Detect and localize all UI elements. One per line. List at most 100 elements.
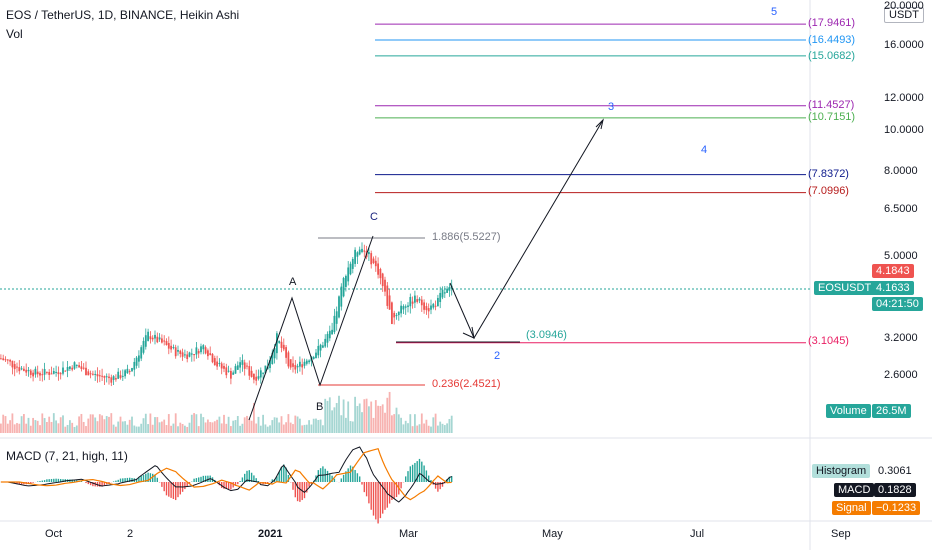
macd-tag-value: 0.1828 bbox=[874, 483, 916, 497]
volume-bar bbox=[234, 420, 237, 433]
volume-bar bbox=[156, 417, 159, 433]
candle-body bbox=[227, 370, 230, 372]
candle-body bbox=[253, 373, 255, 380]
candle-body bbox=[326, 333, 329, 343]
volume-bar bbox=[27, 417, 30, 433]
candle-body bbox=[315, 352, 317, 359]
volume-bar bbox=[257, 416, 260, 433]
candle-body bbox=[48, 371, 51, 375]
candle-body bbox=[220, 363, 223, 369]
volume-bar bbox=[312, 418, 315, 433]
volume-bar bbox=[441, 423, 444, 433]
candle-body bbox=[105, 376, 108, 378]
volume-bar bbox=[416, 425, 419, 433]
volume-bar bbox=[446, 423, 448, 433]
candle-body bbox=[377, 263, 379, 275]
volume-bar bbox=[59, 417, 62, 433]
volume-bar bbox=[202, 417, 205, 433]
candle-body bbox=[32, 372, 34, 377]
volume-bar bbox=[161, 421, 163, 433]
volume-bar bbox=[43, 418, 46, 433]
candle-body bbox=[135, 357, 138, 366]
volume-bar bbox=[158, 422, 161, 433]
candle-body bbox=[418, 298, 421, 301]
volume-bar bbox=[46, 421, 48, 433]
volume-bar bbox=[147, 424, 149, 433]
candle-body bbox=[197, 350, 200, 354]
volume-bar bbox=[361, 412, 363, 433]
macd-tag-label: MACD bbox=[834, 483, 875, 497]
candle-body bbox=[6, 359, 9, 361]
volume-bar bbox=[432, 417, 435, 433]
volume-bar bbox=[188, 422, 191, 433]
volume-bar bbox=[333, 407, 336, 433]
volume-bar bbox=[209, 422, 212, 433]
candle-body bbox=[34, 368, 37, 375]
volume-bar bbox=[96, 421, 99, 433]
candle-body bbox=[62, 367, 64, 374]
candle-body bbox=[117, 371, 120, 379]
candle-body bbox=[89, 373, 92, 375]
volume-bar bbox=[264, 424, 267, 433]
volume-bar bbox=[259, 425, 262, 433]
volume-bar bbox=[2, 414, 5, 433]
candle-body bbox=[73, 362, 76, 369]
candle-body bbox=[381, 273, 384, 287]
volume-bar bbox=[39, 425, 41, 433]
volume-bar bbox=[248, 418, 251, 433]
candle-body bbox=[209, 353, 212, 355]
candle-body bbox=[174, 347, 177, 357]
price-tick: 16.0000 bbox=[884, 39, 924, 51]
volume-bar bbox=[133, 425, 136, 433]
candle-body bbox=[232, 372, 235, 375]
candle-body bbox=[190, 353, 193, 355]
volume-bar bbox=[418, 424, 421, 433]
signal-line bbox=[0, 447, 452, 501]
volume-bar bbox=[407, 423, 409, 433]
histogram-tag-value: 0.3061 bbox=[874, 464, 916, 478]
volume-bar bbox=[342, 399, 345, 433]
candle-body bbox=[402, 306, 405, 310]
volume-bar bbox=[365, 398, 368, 433]
volume-bar bbox=[349, 421, 352, 433]
candle-body bbox=[342, 278, 345, 297]
volume-bar bbox=[289, 422, 292, 433]
wave-label-3: 3 bbox=[608, 101, 615, 113]
candle-body bbox=[368, 252, 370, 255]
candle-body bbox=[16, 366, 18, 368]
currency-button[interactable]: USDT bbox=[884, 7, 924, 23]
macd-line bbox=[0, 446, 452, 503]
candle-body bbox=[432, 303, 435, 308]
volume-bar bbox=[372, 417, 375, 433]
volume-bar bbox=[197, 426, 200, 433]
candle-body bbox=[225, 367, 228, 376]
volume-bar bbox=[87, 418, 90, 433]
volume-bar bbox=[115, 426, 117, 433]
symbol-tag: EOSUSDT bbox=[814, 281, 876, 295]
candle-body bbox=[305, 360, 308, 364]
volume-bar bbox=[250, 420, 253, 433]
candle-body bbox=[211, 354, 214, 363]
candle-body bbox=[317, 345, 320, 356]
candle-body bbox=[138, 355, 140, 362]
candle-body bbox=[338, 296, 340, 318]
candle-body bbox=[278, 340, 281, 343]
candle-body bbox=[347, 267, 350, 282]
candle-body bbox=[103, 376, 106, 378]
volume-bar bbox=[108, 416, 110, 433]
volume-bar bbox=[324, 398, 327, 433]
candle-body bbox=[144, 335, 147, 347]
volume-bar bbox=[423, 423, 425, 433]
time-tick: 2 bbox=[127, 528, 134, 540]
level-label: (3.0946) bbox=[526, 329, 567, 341]
candle-body bbox=[374, 260, 377, 267]
candle-body bbox=[322, 345, 324, 348]
candle-body bbox=[257, 376, 260, 379]
volume-tag-label: Volume bbox=[826, 404, 871, 418]
candle-body bbox=[163, 340, 166, 342]
candle-body bbox=[294, 365, 297, 370]
volume-bar bbox=[439, 421, 442, 433]
volume-bar bbox=[395, 407, 398, 433]
volume-bar bbox=[179, 422, 182, 433]
